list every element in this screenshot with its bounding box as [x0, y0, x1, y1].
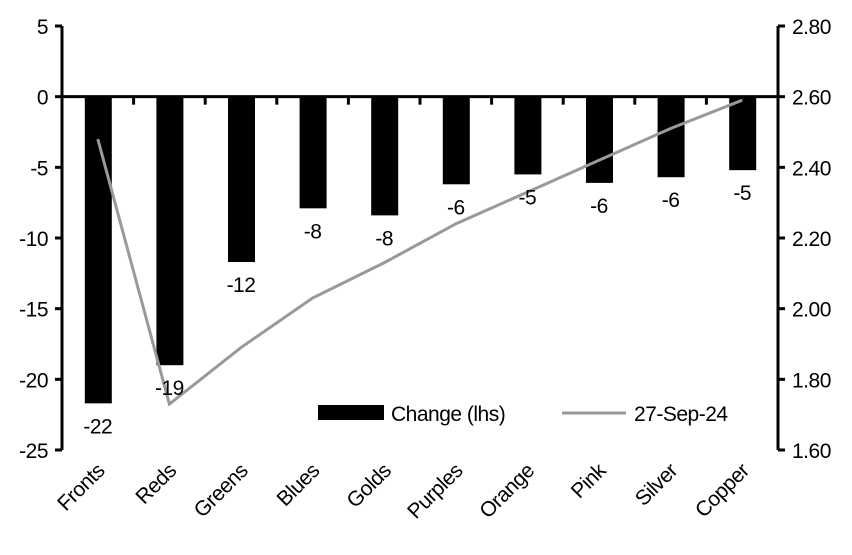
left-tick-label: -10	[19, 228, 48, 251]
right-tick-label: 2.40	[792, 157, 831, 180]
x-tick-label: Fronts	[53, 459, 109, 515]
line-group	[96, 98, 743, 407]
data-label: -8	[304, 220, 322, 243]
left-tick-label: -25	[19, 440, 48, 463]
bar-pink	[586, 96, 613, 183]
x-tick-label: Orange	[475, 459, 539, 523]
left-tick-label: -15	[19, 299, 48, 322]
bar-orange	[514, 96, 542, 175]
axes-group: 5 0 -5 -10 -15 -20 -25 2.80 2.60 2.40 2.20 2.00 1.80…	[19, 16, 831, 523]
left-tick-label: -5	[30, 157, 48, 180]
bar-reds	[156, 96, 184, 366]
legend-label-line: 27-Sep-24	[634, 403, 728, 426]
bar-fronts	[84, 96, 112, 404]
labels-group: -22 -19 -12 -8 -8 -6 -5 -6 -6 -5	[83, 182, 751, 438]
bar-blues	[299, 96, 327, 209]
right-tick-label: 1.80	[792, 369, 831, 392]
data-label: -6	[590, 195, 608, 218]
bar-golds	[371, 96, 399, 216]
data-label: -6	[662, 189, 680, 212]
data-label: -5	[733, 182, 751, 205]
x-tick-label: Copper	[691, 459, 754, 522]
bars-group	[84, 96, 757, 404]
bar-silver	[657, 96, 685, 178]
x-tick-label: Blues	[272, 459, 324, 511]
right-tick-label: 1.60	[792, 440, 831, 463]
x-tick-label: Greens	[190, 459, 253, 522]
data-label: -22	[83, 415, 112, 438]
bar-greens	[228, 96, 255, 263]
data-label: -12	[227, 274, 256, 297]
x-tick-label: Purples	[403, 459, 467, 523]
x-tick-label: Golds	[342, 459, 395, 512]
legend: Change (lhs) 27-Sep-24	[318, 403, 729, 426]
data-label: -6	[447, 196, 465, 219]
left-tick-label: 5	[37, 16, 48, 39]
data-label: -19	[155, 377, 184, 400]
legend-swatch-bar	[318, 405, 384, 420]
legend-label-bar: Change (lhs)	[391, 403, 505, 426]
x-tick-label: Pink	[567, 459, 611, 503]
right-tick-label: 2.60	[792, 87, 831, 110]
x-tick-label: Reds	[131, 459, 181, 509]
right-tick-label: 2.80	[792, 16, 831, 39]
data-label: -5	[519, 186, 537, 209]
bar-copper	[729, 96, 757, 171]
data-label: -8	[375, 227, 393, 250]
x-tick-label: Silver	[631, 459, 683, 511]
right-tick-label: 2.00	[792, 299, 831, 322]
series-line-27-sep-24	[96, 98, 743, 407]
bar-purples	[442, 96, 470, 185]
left-tick-label: 0	[37, 87, 48, 110]
right-tick-label: 2.20	[792, 228, 831, 251]
left-tick-label: -20	[19, 369, 48, 392]
